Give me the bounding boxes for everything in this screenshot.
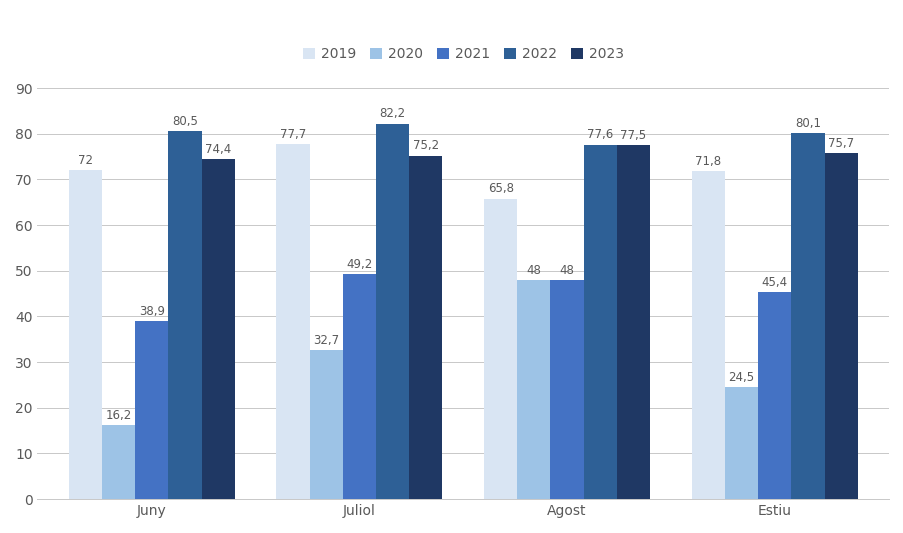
Bar	[409, 156, 442, 499]
Text: 75,2: 75,2	[413, 140, 439, 152]
Bar	[550, 280, 583, 499]
Text: 32,7: 32,7	[312, 334, 339, 346]
Bar	[376, 124, 409, 499]
Bar	[790, 133, 824, 499]
Bar	[724, 387, 758, 499]
Text: 48: 48	[526, 264, 541, 277]
Text: 16,2: 16,2	[106, 409, 132, 422]
Bar	[168, 132, 201, 499]
Text: 65,8: 65,8	[487, 182, 513, 196]
Bar	[69, 170, 102, 499]
Text: 74,4: 74,4	[205, 143, 231, 156]
Bar	[583, 144, 616, 499]
Bar	[691, 171, 724, 499]
Bar	[342, 274, 376, 499]
Bar	[201, 159, 235, 499]
Bar	[517, 280, 550, 499]
Text: 77,6: 77,6	[587, 128, 613, 141]
Text: 82,2: 82,2	[379, 108, 405, 120]
Text: 72: 72	[78, 154, 93, 167]
Bar	[483, 199, 517, 499]
Text: 80,1: 80,1	[794, 117, 820, 130]
Text: 75,7: 75,7	[827, 137, 853, 150]
Bar	[616, 145, 649, 499]
Bar	[758, 292, 790, 499]
Bar	[135, 321, 168, 499]
Text: 49,2: 49,2	[346, 258, 372, 271]
Text: 45,4: 45,4	[761, 276, 787, 288]
Text: 77,7: 77,7	[280, 128, 306, 141]
Text: 24,5: 24,5	[728, 371, 754, 384]
Bar	[102, 425, 135, 499]
Text: 71,8: 71,8	[694, 155, 721, 168]
Text: 48: 48	[559, 264, 574, 277]
Bar	[824, 154, 857, 499]
Legend: 2019, 2020, 2021, 2022, 2023: 2019, 2020, 2021, 2022, 2023	[297, 42, 628, 67]
Bar	[276, 144, 309, 499]
Text: 38,9: 38,9	[138, 305, 164, 318]
Text: 77,5: 77,5	[619, 129, 646, 142]
Bar	[309, 350, 342, 499]
Text: 80,5: 80,5	[172, 115, 198, 128]
